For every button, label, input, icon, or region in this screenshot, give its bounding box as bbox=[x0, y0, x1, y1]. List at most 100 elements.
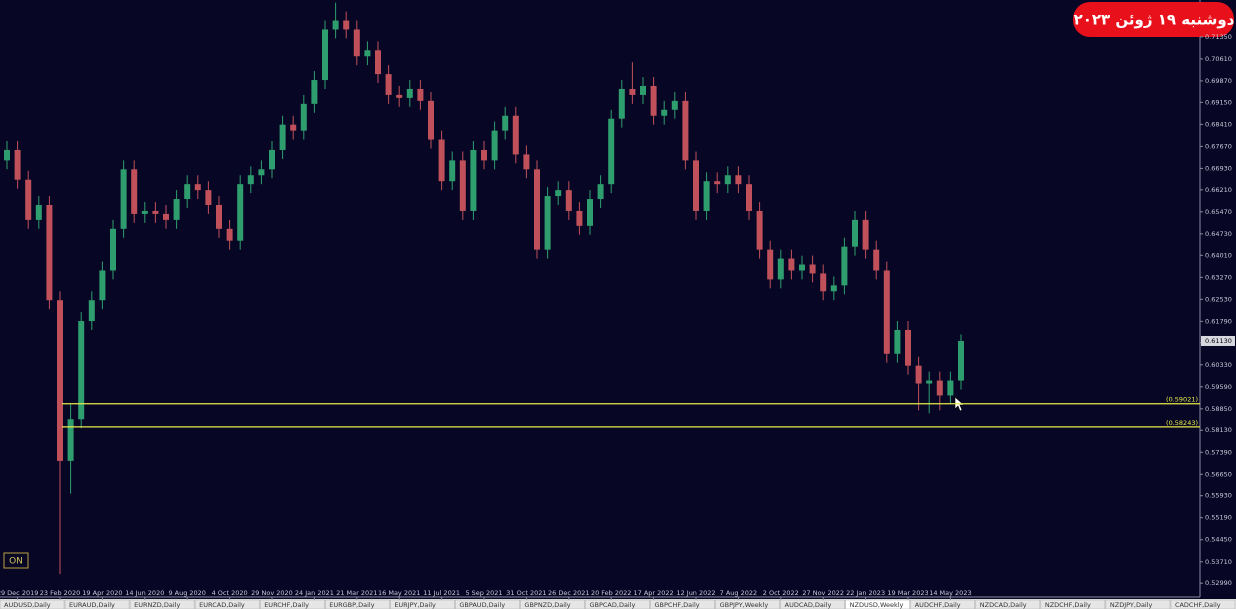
candle-body bbox=[226, 228, 233, 241]
x-tick-label: 14 Jun 2020 bbox=[125, 589, 164, 597]
symbol-tab[interactable] bbox=[975, 599, 1041, 609]
symbol-tab[interactable] bbox=[715, 599, 780, 609]
y-tick-label: 0.69150 bbox=[1205, 98, 1232, 106]
candle-body bbox=[746, 184, 752, 211]
candle-body bbox=[35, 205, 42, 220]
symbol-tab[interactable] bbox=[1105, 599, 1171, 609]
candle-body bbox=[905, 329, 911, 366]
symbol-tab[interactable] bbox=[64, 599, 130, 609]
candle-body bbox=[470, 149, 477, 211]
candle-body bbox=[184, 184, 191, 200]
candle-body bbox=[841, 246, 848, 286]
status-text: ON bbox=[9, 557, 23, 567]
candle-body bbox=[671, 100, 678, 110]
x-tick-label: 20 Feb 2022 bbox=[591, 589, 631, 597]
symbol-tab-label: NZDCHF,Daily bbox=[1045, 601, 1091, 609]
candle-body bbox=[862, 219, 869, 250]
symbol-tab[interactable] bbox=[455, 599, 520, 609]
status-box bbox=[3, 552, 29, 569]
symbol-tab-label: CADCHF,Daily bbox=[1175, 601, 1221, 609]
candle-body bbox=[788, 258, 795, 271]
symbol-tab-label: GBPAUD,Daily bbox=[459, 601, 505, 609]
symbol-tab[interactable] bbox=[780, 599, 845, 609]
symbol-tab-label: EURGBP,Daily bbox=[329, 601, 374, 609]
y-tick-label: 0.62530 bbox=[1205, 295, 1232, 303]
candle-body bbox=[57, 300, 63, 461]
candle-body bbox=[258, 169, 265, 176]
candle-body bbox=[523, 154, 530, 170]
candle-body bbox=[587, 199, 593, 226]
x-tick-label: 24 Jan 2021 bbox=[295, 589, 334, 597]
candle-body bbox=[205, 190, 212, 206]
x-tick-label: 9 Aug 2020 bbox=[168, 589, 206, 597]
candle-body bbox=[406, 88, 413, 98]
candle-body bbox=[481, 149, 487, 161]
x-tick-label: 21 Mar 2021 bbox=[336, 589, 377, 597]
x-tick-label: 29 Dec 2019 bbox=[0, 589, 38, 597]
symbol-tab[interactable] bbox=[1170, 599, 1236, 609]
x-tick-label: 5 Sep 2021 bbox=[465, 589, 502, 597]
symbol-tab-label: EURCAD,Daily bbox=[199, 601, 245, 609]
candle-body bbox=[364, 50, 371, 57]
current-price-tag bbox=[1201, 335, 1235, 346]
candle-body bbox=[110, 228, 116, 271]
symbol-tab[interactable] bbox=[390, 599, 455, 609]
y-tick-label: 0.56650 bbox=[1205, 470, 1232, 478]
candle-body bbox=[343, 20, 350, 30]
symbol-tab[interactable] bbox=[1040, 599, 1106, 609]
symbol-tab[interactable] bbox=[845, 599, 910, 609]
candle-body bbox=[661, 109, 668, 116]
y-tick-label: 0.58130 bbox=[1205, 426, 1232, 434]
y-tick-label: 0.59590 bbox=[1205, 383, 1232, 391]
candle-body bbox=[555, 190, 562, 197]
symbol-tab[interactable] bbox=[259, 599, 325, 609]
y-tick-label: 0.61790 bbox=[1205, 317, 1232, 325]
y-tick-label: 0.65470 bbox=[1205, 208, 1232, 216]
symbol-tab[interactable] bbox=[910, 599, 976, 609]
symbol-tab[interactable] bbox=[520, 599, 585, 609]
candle-body bbox=[25, 179, 32, 220]
level-label: (0.59021) bbox=[1166, 396, 1198, 404]
symbol-tab[interactable] bbox=[194, 599, 260, 609]
candle-body bbox=[120, 169, 127, 229]
candle-body bbox=[809, 264, 816, 274]
symbol-tab-label: NZDJPY,Daily bbox=[1110, 601, 1153, 609]
date-badge-text: دوشنبه ۱۹ ژوئن ۲۰۲۳ bbox=[1074, 11, 1235, 29]
candle-body bbox=[4, 149, 10, 161]
y-tick-label: 0.55190 bbox=[1205, 514, 1232, 522]
candle-body bbox=[99, 270, 106, 301]
candle-body bbox=[512, 115, 519, 155]
x-tick-label: 29 Nov 2020 bbox=[251, 589, 293, 597]
candle-body bbox=[417, 88, 424, 101]
current-price-label: 0.61130 bbox=[1205, 337, 1232, 345]
symbol-tab[interactable] bbox=[650, 599, 715, 609]
symbol-tab[interactable] bbox=[0, 599, 65, 609]
candle-body bbox=[883, 270, 890, 354]
candle-body bbox=[216, 205, 222, 229]
candle-body bbox=[703, 181, 710, 211]
symbol-tab-label: NZDUSD,Weekly bbox=[850, 601, 904, 609]
symbol-tab[interactable] bbox=[129, 599, 195, 609]
candle-body bbox=[67, 419, 74, 461]
candle-body bbox=[173, 199, 180, 220]
y-tick-label: 0.69870 bbox=[1205, 77, 1232, 85]
candle-body bbox=[502, 115, 509, 131]
candle-body bbox=[629, 88, 636, 95]
candle-body bbox=[894, 329, 901, 354]
y-tick-label: 0.64730 bbox=[1205, 230, 1232, 238]
y-tick-label: 0.60330 bbox=[1205, 361, 1232, 369]
y-tick-label: 0.67670 bbox=[1205, 142, 1232, 150]
level-label: (0.58243) bbox=[1166, 419, 1198, 427]
candle-body bbox=[947, 380, 954, 396]
x-tick-label: 23 Feb 2020 bbox=[40, 589, 80, 597]
symbol-tab[interactable] bbox=[585, 599, 650, 609]
candle-body bbox=[597, 184, 604, 200]
y-tick-label: 0.66210 bbox=[1205, 186, 1232, 194]
symbol-tab[interactable] bbox=[325, 599, 390, 609]
y-tick-label: 0.68410 bbox=[1205, 120, 1232, 128]
y-tick-label: 0.52990 bbox=[1205, 579, 1232, 587]
x-tick-label: 14 May 2023 bbox=[929, 589, 971, 597]
candle-body bbox=[682, 100, 689, 161]
